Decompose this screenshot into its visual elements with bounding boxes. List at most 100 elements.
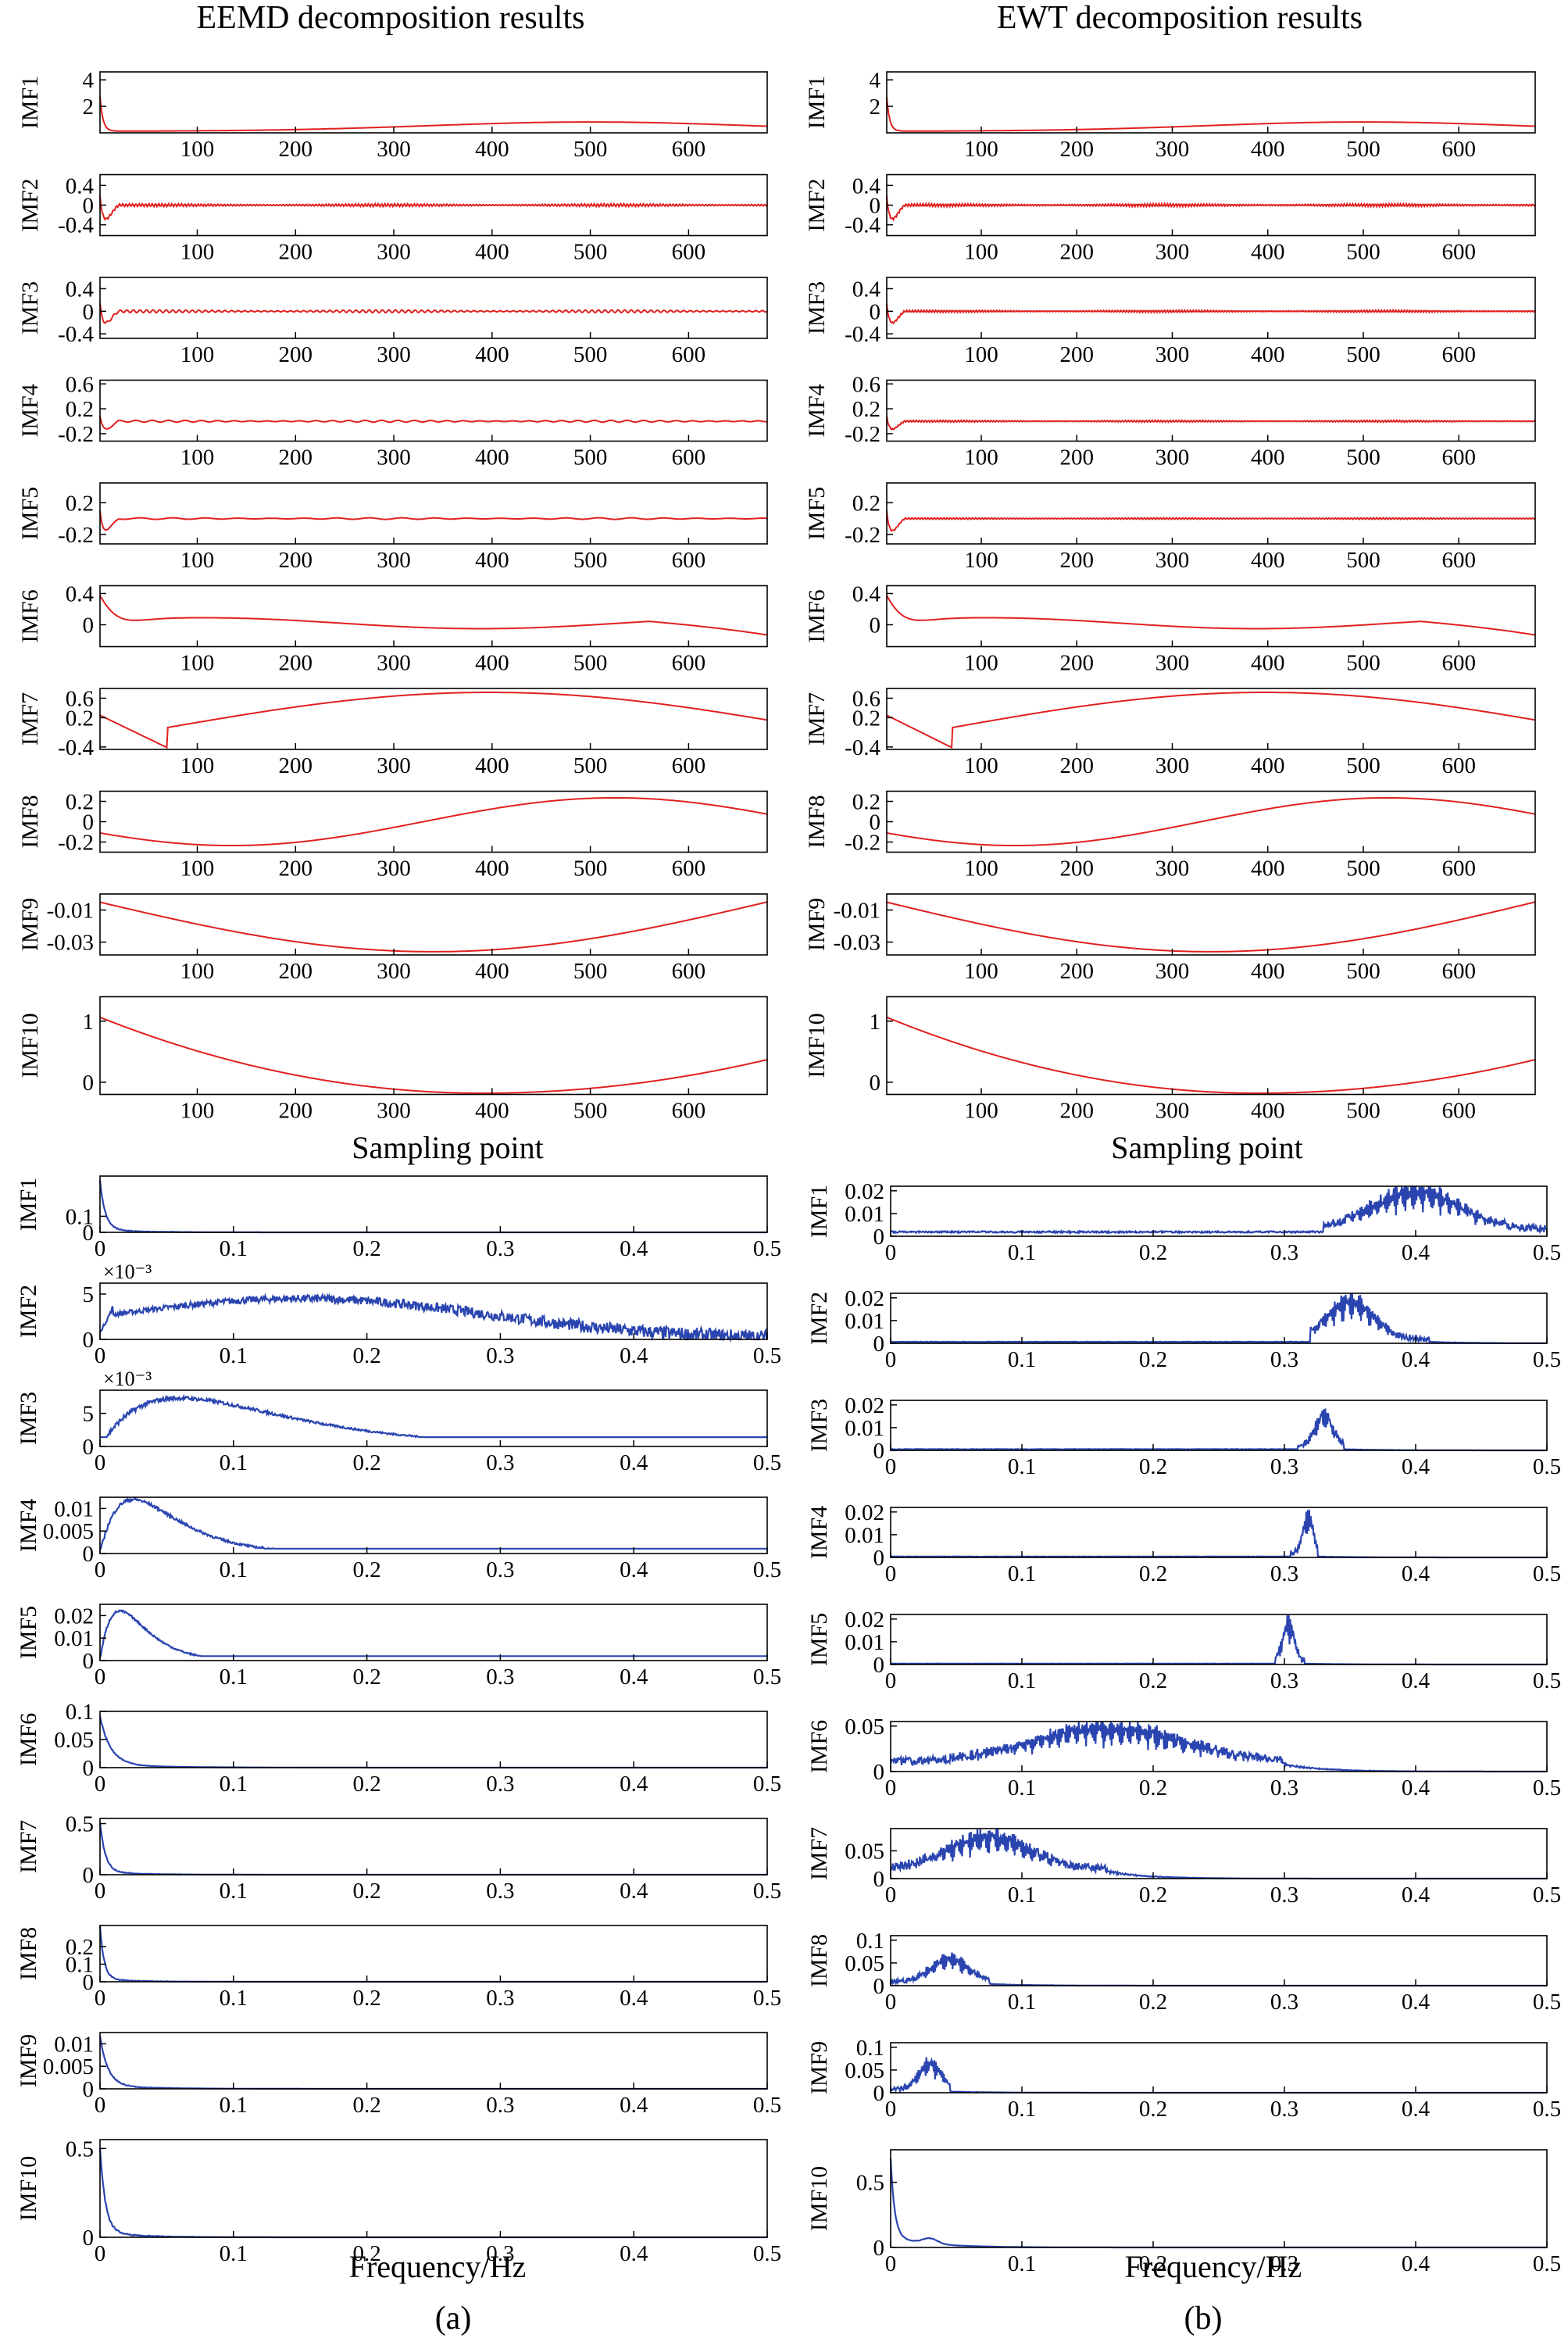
axes-box	[890, 2042, 1548, 2093]
x-tick-label: 0.3	[1270, 1454, 1298, 1479]
panel-label-b: (b)	[1184, 2301, 1223, 2337]
x-tick-label: 100	[964, 445, 998, 470]
x-tick-label: 400	[475, 548, 509, 573]
y-tick-label: 0	[83, 810, 95, 835]
subplot-b-freq-imf2: 0.020.010 IMF2 0 0.1 0.2 0.3 0.4 0.5	[806, 1286, 1561, 1372]
y-tick-label: 0	[873, 1332, 885, 1357]
x-tick-label: 0.5	[1533, 1561, 1561, 1586]
trace-imf2	[886, 195, 1536, 222]
x-tick-label: 0.4	[1402, 1347, 1430, 1372]
y-axis-label: IMF9	[806, 2041, 832, 2094]
y-axis-label: IMF7	[806, 1827, 832, 1880]
x-tick-label: 100	[180, 856, 215, 881]
x-tick-label: 400	[475, 342, 509, 367]
x-tick-label: 100	[964, 959, 998, 984]
x-tick-label: 300	[377, 137, 411, 162]
x-tick-label: 300	[377, 342, 411, 367]
x-tick-label: 500	[1346, 342, 1380, 367]
x-tick-label: 0.4	[620, 1879, 648, 1904]
x-tick-label: 0	[95, 1236, 106, 1261]
left-freq-xlabel: Frequency/Hz	[349, 2249, 527, 2284]
trace-imf2	[890, 1293, 1547, 1345]
x-tick-label: 0.5	[753, 1557, 781, 1582]
subplot-a-time-imf5: 0.2 -0.2 IMF5 100 200 300 400 500 600	[17, 482, 768, 573]
axes-box	[99, 585, 768, 648]
y-tick-label: 0.05	[54, 1728, 94, 1753]
x-tick-label: 0.2	[1139, 1347, 1167, 1372]
y-tick-label: 0	[870, 194, 881, 219]
y-tick-label: 0.1	[66, 1204, 94, 1229]
x-tick-label: 0	[95, 2241, 106, 2266]
x-tick-label: 400	[1251, 240, 1285, 265]
x-tick-label: 100	[180, 445, 215, 470]
x-tick-label: 500	[573, 959, 608, 984]
x-tick-label: 400	[1251, 1099, 1285, 1124]
x-tick-label: 0.5	[753, 1664, 781, 1689]
x-tick-label: 600	[1441, 240, 1476, 265]
y-tick-label: -0.03	[47, 931, 94, 956]
x-tick-label: 100	[964, 137, 998, 162]
x-tick-label: 0.2	[1139, 2251, 1167, 2276]
right-time-xlabel: Sampling point	[1111, 1130, 1303, 1165]
x-tick-label: 0.1	[220, 1450, 248, 1475]
x-tick-label: 0.3	[1270, 1561, 1298, 1586]
x-tick-label: 500	[1346, 651, 1380, 676]
x-tick-label: 600	[1441, 342, 1476, 367]
x-tick-label: 600	[1441, 445, 1476, 470]
trace-imf8	[99, 797, 768, 846]
x-tick-label: 0.3	[1270, 1775, 1298, 1800]
y-tick-label: 0	[83, 2077, 95, 2102]
y-axis-label: IMF7	[16, 1820, 41, 1873]
x-tick-label: 0.1	[1008, 2097, 1036, 2122]
x-tick-label: 200	[279, 959, 313, 984]
y-tick-label: 0	[873, 2081, 885, 2106]
trace-imf2	[99, 195, 768, 221]
axes-box	[99, 996, 768, 1096]
axes-box	[890, 1935, 1548, 1986]
x-tick-label: 0.2	[352, 1664, 380, 1689]
subplot-b-time-imf3: 0.40-0.4 IMF3 100 200 300 400 500 600	[804, 277, 1536, 367]
x-tick-label: 0	[95, 1343, 106, 1368]
x-tick-label: 500	[573, 342, 608, 367]
x-tick-label: 100	[964, 1099, 998, 1124]
y-tick-label: 0.4	[66, 277, 95, 302]
y-axis-label: IMF7	[17, 692, 43, 746]
x-tick-label: 400	[475, 1099, 509, 1124]
subplot-b-time-imf2: 0.40-0.4 IMF2 100 200 300 400 500 600	[804, 173, 1536, 265]
x-tick-label: 500	[1346, 1099, 1380, 1124]
x-tick-label: 0.1	[220, 1772, 248, 1797]
axes-box	[99, 1496, 768, 1554]
y-axis-label: IMF6	[804, 589, 830, 642]
x-tick-label: 0.3	[1270, 2097, 1298, 2122]
left-time-xlabel: Sampling point	[352, 1130, 544, 1165]
x-tick-label: 0.5	[1533, 1347, 1561, 1372]
trace-imf8	[886, 797, 1536, 846]
x-tick-label: 500	[573, 137, 608, 162]
y-tick-label: 2	[870, 95, 881, 120]
y-tick-label: 2	[83, 95, 95, 120]
y-tick-label: 0	[870, 613, 881, 638]
y-tick-label: 0.01	[54, 1626, 94, 1651]
x-tick-label: 0.5	[1533, 1990, 1561, 2015]
y-tick-label: 4	[83, 68, 95, 93]
y-tick-label: 0	[873, 2236, 885, 2261]
x-tick-label: 0.3	[1270, 1347, 1298, 1372]
x-tick-label: 0.1	[1008, 1668, 1036, 1693]
x-tick-label: 300	[377, 753, 411, 778]
trace-imf1	[98, 1180, 767, 1234]
x-tick-label: 0.4	[1402, 1668, 1430, 1693]
subplot-a-freq-imf7: 0.5 0 IMF7 0 0.1 0.2 0.3 0.4 0.5	[16, 1812, 781, 1904]
y-tick-label: 0.6	[66, 686, 94, 711]
x-tick-label: 0.2	[1139, 1775, 1167, 1800]
x-tick-label: 400	[1251, 651, 1285, 676]
subplot-b-time-imf4: 0.60.2-0.2 IMF4 100 200 300 400 500 600	[804, 372, 1536, 470]
trace-imf4	[890, 1509, 1547, 1559]
x-tick-label: 0.1	[220, 1879, 248, 1904]
x-tick-label: 0.2	[352, 1986, 380, 2011]
axes-box	[886, 585, 1536, 648]
trace-imf6	[886, 595, 1536, 636]
